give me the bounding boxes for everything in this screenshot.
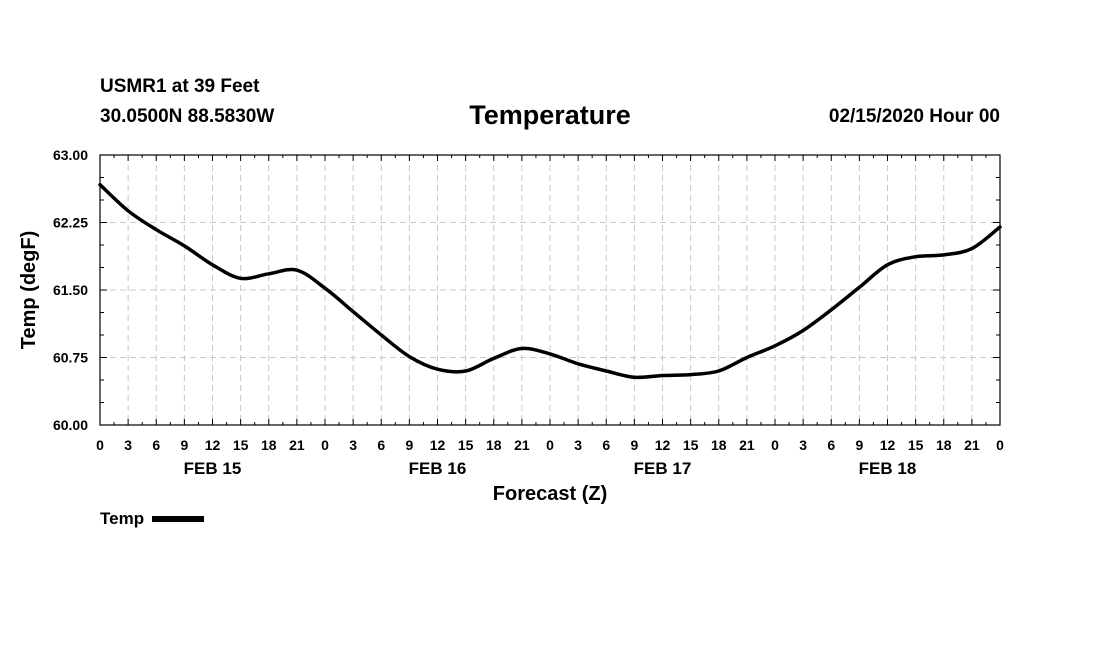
x-tick-label: 0 xyxy=(96,437,104,453)
x-tick-label: 6 xyxy=(602,437,610,453)
x-tick-label: 21 xyxy=(289,437,305,453)
y-tick-label: 61.50 xyxy=(53,282,88,298)
chart-title: Temperature xyxy=(469,100,631,130)
x-tick-label: 15 xyxy=(458,437,474,453)
x-tick-label: 12 xyxy=(880,437,896,453)
legend: Temp xyxy=(100,509,205,529)
x-tick-label: 12 xyxy=(205,437,221,453)
x-tick-label: 9 xyxy=(630,437,638,453)
y-tick-labels: 60.00 60.75 61.50 62.25 63.00 xyxy=(53,147,88,433)
series-line-temp xyxy=(98,182,1002,380)
grid xyxy=(100,155,1000,425)
day-labels: FEB 15 FEB 16 FEB 17 FEB 18 xyxy=(184,459,917,478)
x-tick-label: 15 xyxy=(233,437,249,453)
plot-frame xyxy=(99,154,1001,426)
x-tick-label: 0 xyxy=(771,437,779,453)
x-tick-label: 9 xyxy=(855,437,863,453)
x-tick-label: 6 xyxy=(152,437,160,453)
station-name: USMR1 at 39 Feet xyxy=(100,76,260,97)
x-tick-label: 0 xyxy=(546,437,554,453)
legend-label-temp: Temp xyxy=(100,509,145,528)
x-tick-label: 0 xyxy=(996,437,1004,453)
x-axis-title: Forecast (Z) xyxy=(493,483,607,505)
y-tick-label: 63.00 xyxy=(53,147,88,163)
x-tick-label: 18 xyxy=(711,437,727,453)
day-label: FEB 16 xyxy=(409,459,467,478)
x-tick-label: 12 xyxy=(430,437,446,453)
day-label: FEB 15 xyxy=(184,459,242,478)
x-tick-label: 18 xyxy=(486,437,502,453)
y-axis-title: Temp (degF) xyxy=(18,231,40,350)
day-label: FEB 17 xyxy=(634,459,692,478)
x-tick-label: 3 xyxy=(349,437,357,453)
x-tick-label: 6 xyxy=(377,437,385,453)
x-tick-label: 12 xyxy=(655,437,671,453)
x-tick-label: 15 xyxy=(683,437,699,453)
x-tick-label: 3 xyxy=(124,437,132,453)
x-tick-label: 21 xyxy=(514,437,530,453)
x-tick-label: 21 xyxy=(964,437,980,453)
x-tick-label: 15 xyxy=(908,437,924,453)
y-tick-label: 60.75 xyxy=(53,350,88,366)
x-tick-label: 9 xyxy=(405,437,413,453)
x-tick-label: 3 xyxy=(574,437,582,453)
y-tick-label: 60.00 xyxy=(53,417,88,433)
x-tick-label: 18 xyxy=(261,437,277,453)
x-tick-labels: 0 3 6 9 12 15 18 21 0 3 6 9 12 15 18 21 0 3 6 9 12 15 18 21 0 3 6 9… xyxy=(96,437,1004,453)
x-tick-label: 6 xyxy=(827,437,835,453)
x-tick-label: 21 xyxy=(739,437,755,453)
x-tick-label: 18 xyxy=(936,437,952,453)
x-tick-label: 9 xyxy=(180,437,188,453)
legend-swatch-temp xyxy=(152,516,205,522)
x-tick-label: 3 xyxy=(799,437,807,453)
forecast-time: 02/15/2020 Hour 00 xyxy=(828,106,1000,127)
x-tick-label: 0 xyxy=(321,437,329,453)
y-tick-label: 62.25 xyxy=(53,215,88,231)
day-label: FEB 18 xyxy=(859,459,917,478)
station-coordinates: 30.0500N 88.5830W xyxy=(100,106,275,127)
